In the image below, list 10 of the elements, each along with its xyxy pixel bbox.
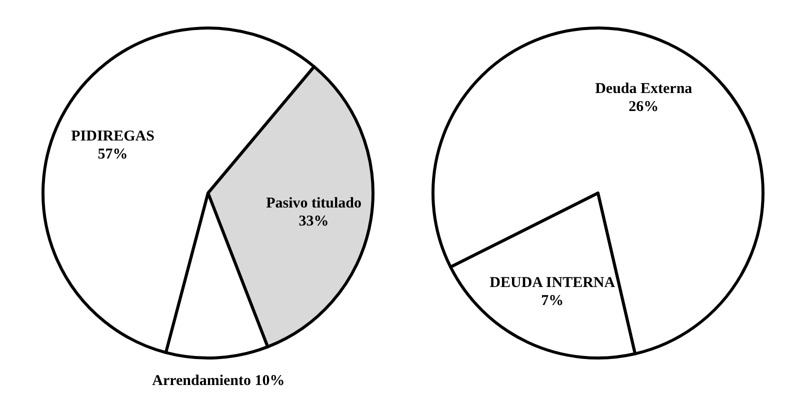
slice-label: Arrendamiento 10% (152, 372, 285, 389)
slice-label: Pasivo titulado (266, 196, 362, 212)
slice-label: Deuda Externa (595, 80, 693, 97)
data-label: 26% (628, 98, 659, 115)
data-label: 33% (298, 214, 329, 230)
pie-slice (432, 26, 764, 356)
data-label: 57% (98, 146, 128, 163)
slice-label: PIDIREGAS (71, 128, 154, 145)
slice-label: DEUDA INTERNA (490, 275, 616, 292)
data-label: 7% (541, 293, 564, 310)
